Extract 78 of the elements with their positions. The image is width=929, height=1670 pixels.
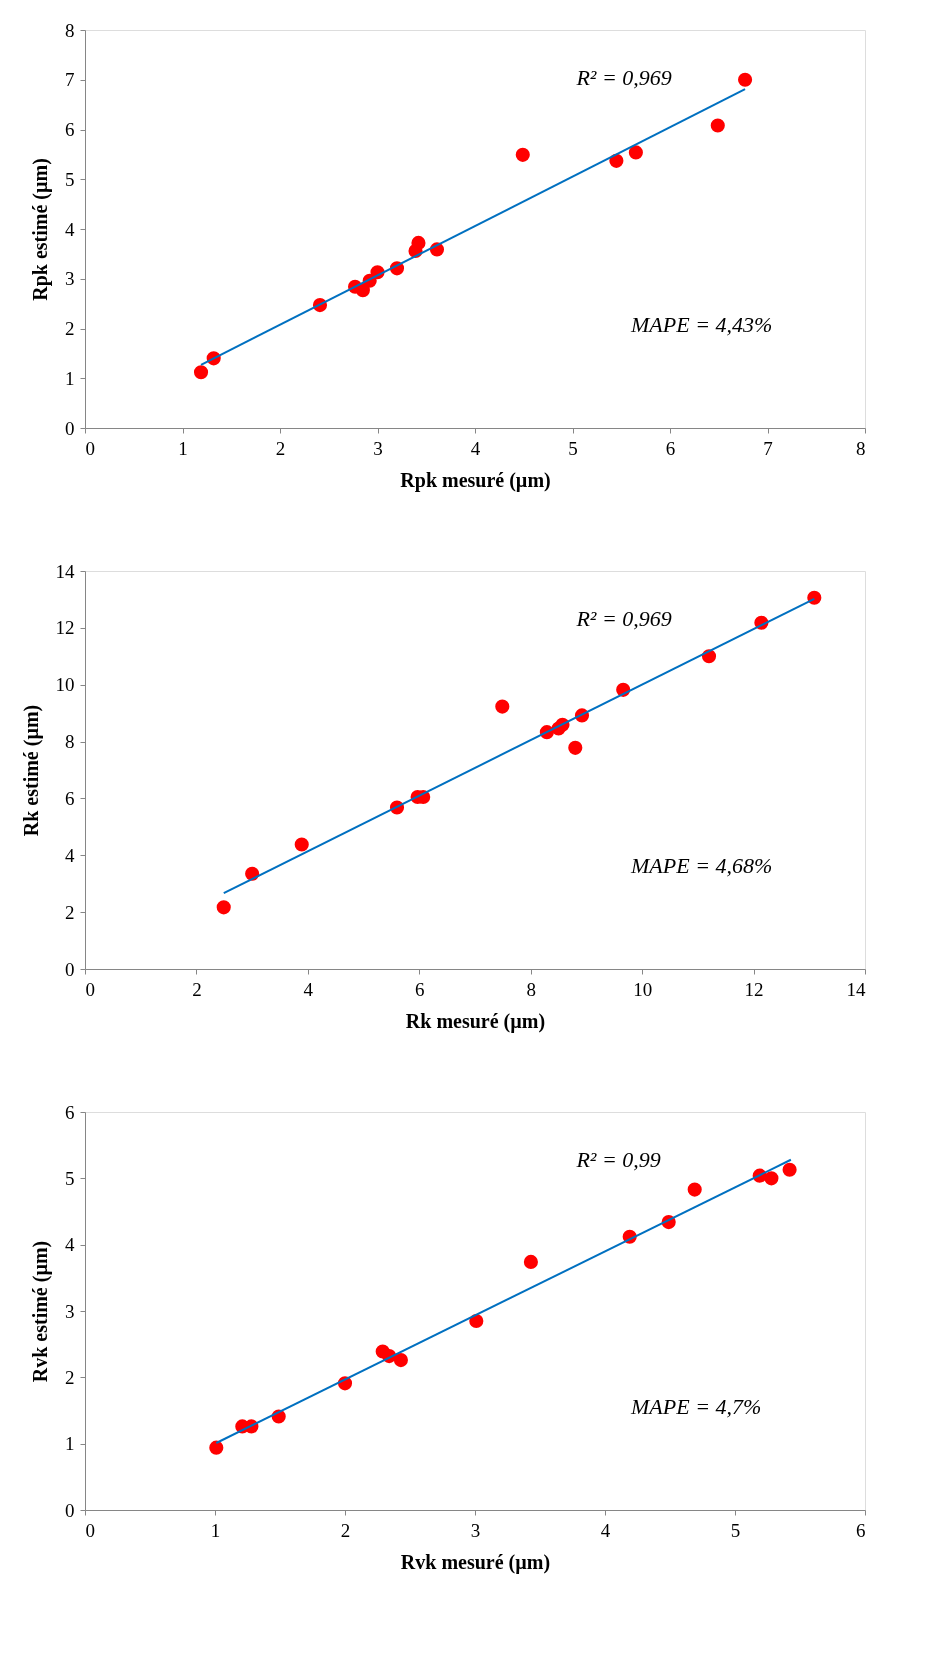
point [764,1171,779,1186]
x-tick-label: 6 [415,978,425,1000]
annotation: MAPE = 4,7% [630,1393,762,1419]
y-tick-label: 4 [65,218,75,240]
y-tick-label: 0 [65,417,75,439]
y-tick-label: 2 [65,318,75,339]
x-tick-label: 2 [192,978,202,1000]
x-tick-label: 0 [85,437,95,459]
x-axis-title: Rvk mesuré (µm) [400,1550,551,1574]
x-tick-label: 3 [470,1519,481,1541]
x-tick-label: 12 [744,978,764,1000]
y-axis-title: Rvk estimé (µm) [29,1240,52,1383]
x-tick-label: 3 [373,437,383,459]
y-tick-label: 8 [65,731,75,753]
point [411,235,426,250]
y-tick-label: 3 [65,268,75,290]
x-tick-label: 2 [275,437,286,459]
x-tick-label: 0 [85,1519,95,1541]
x-tick-label: 7 [763,437,773,459]
y-tick-label: 2 [65,901,75,923]
y-tick-label: 6 [65,1101,75,1123]
y-tick-label: 5 [65,1167,75,1189]
y-tick-label: 3 [65,1300,75,1322]
x-tick-label: 0 [85,978,95,1000]
x-tick-label: 5 [568,437,578,459]
y-tick-label: 1 [65,367,75,389]
y-tick-label: 6 [65,119,75,140]
x-tick-label: 6 [665,437,676,459]
y-tick-label: 4 [65,844,75,866]
point [687,1182,702,1197]
x-tick-label: 1 [178,437,188,459]
x-tick-label: 4 [600,1519,611,1541]
x-tick-label: 4 [470,437,481,459]
y-tick-label: 12 [55,617,75,639]
y-tick-label: 1 [65,1433,75,1455]
y-tick-label: 0 [65,958,75,980]
y-tick-label: 8 [65,19,75,41]
point [738,72,753,87]
y-tick-label: 14 [55,560,75,582]
point [628,145,643,160]
point [782,1162,797,1177]
x-tick-label: 14 [846,978,866,1000]
point [495,699,510,714]
y-tick-label: 7 [65,69,75,91]
point [609,153,624,168]
y-tick-label: 5 [65,168,75,190]
annotation: MAPE = 4,43% [630,311,773,337]
point [568,740,583,755]
y-tick-label: 0 [65,1499,75,1521]
x-tick-label: 1 [210,1519,221,1541]
x-tick-label: 5 [730,1519,741,1541]
y-tick-label: 10 [55,674,75,696]
y-axis-title: Rk estimé (µm) [19,704,43,837]
point [209,1440,224,1455]
y-tick-label: 4 [65,1234,75,1256]
point [710,118,725,133]
point [807,590,822,605]
x-axis-title: Rk mesuré (µm) [405,1009,546,1033]
x-tick-label: 2 [340,1519,351,1541]
annotation: MAPE = 4,68% [630,852,773,878]
y-tick-label: 2 [65,1366,75,1388]
x-tick-label: 8 [856,437,866,459]
x-tick-label: 10 [633,978,653,1000]
point [294,837,309,852]
y-axis-title: Rpk estimé (µm) [29,158,52,301]
point [216,900,231,915]
point [193,365,209,380]
point [523,1254,538,1269]
x-axis-title: Rpk mesuré (µm) [400,468,551,492]
annotation: R² = 0,969 [575,605,672,631]
annotation: R² = 0,969 [575,64,672,90]
point [393,1353,408,1368]
annotation: R² = 0,99 [575,1146,661,1172]
x-tick-label: 6 [856,1519,866,1541]
point [515,147,530,162]
x-tick-label: 4 [303,978,314,1000]
y-tick-label: 6 [65,787,75,809]
x-tick-label: 8 [526,978,536,1000]
